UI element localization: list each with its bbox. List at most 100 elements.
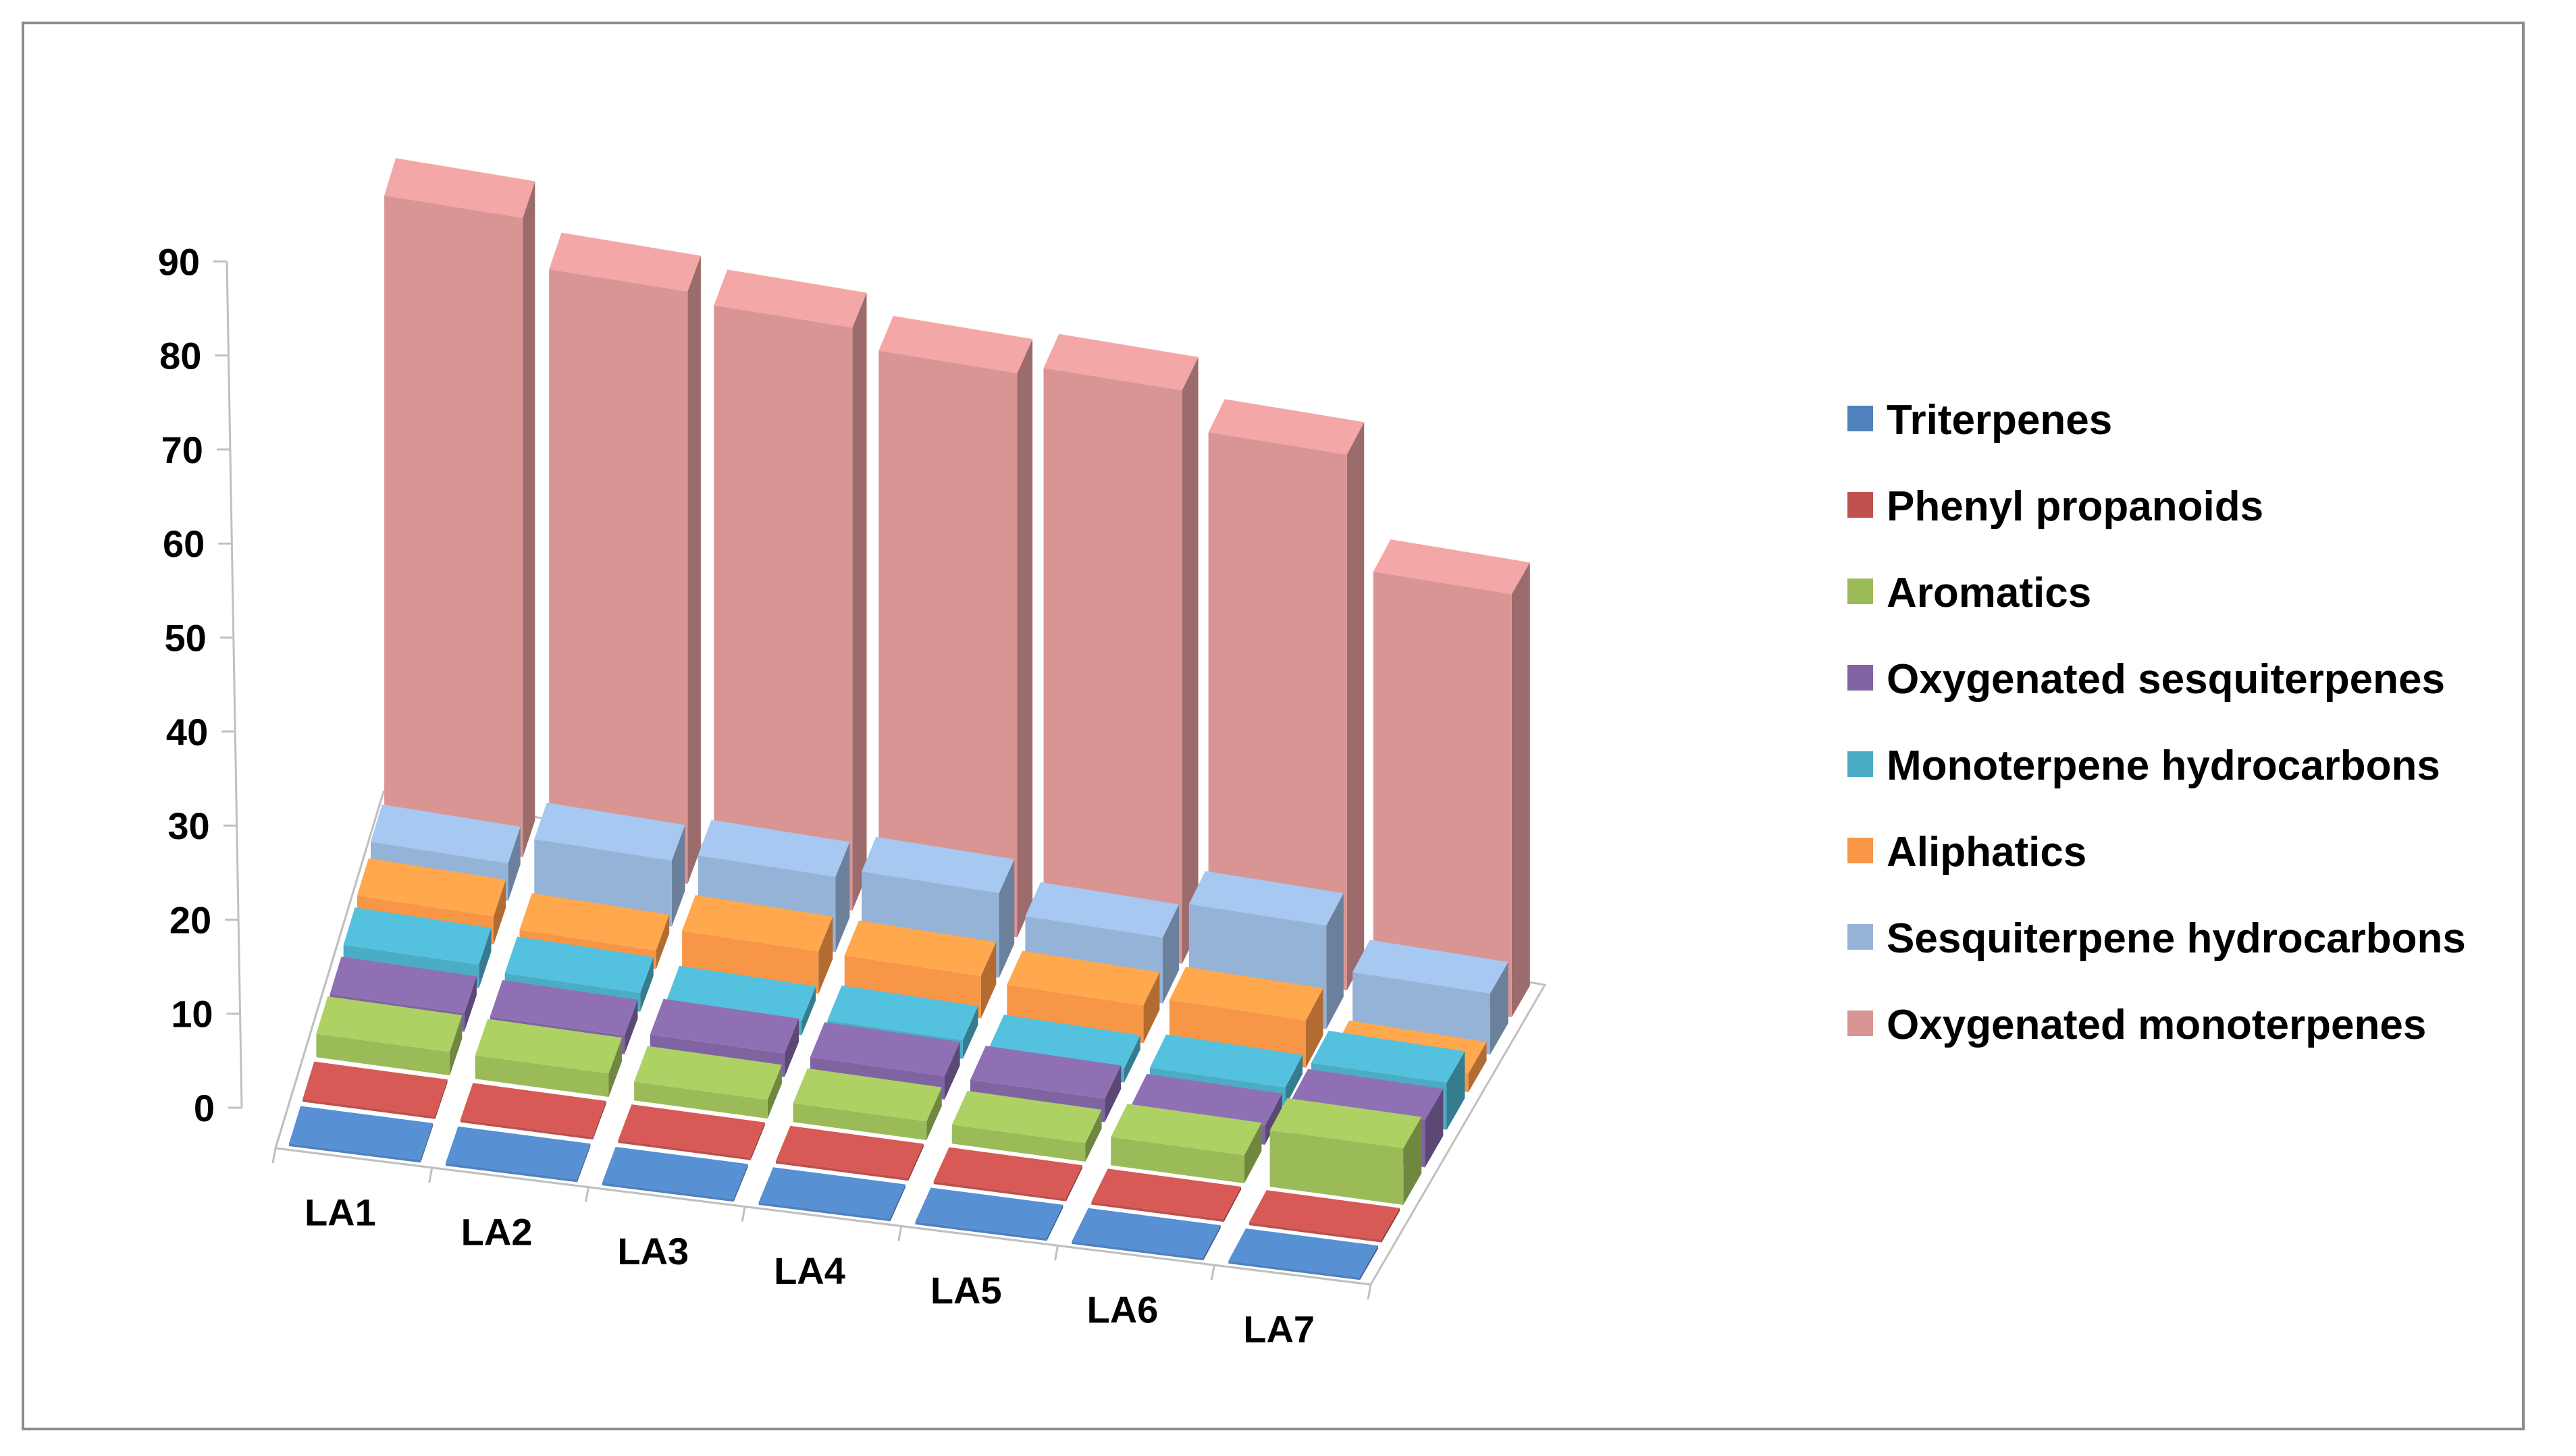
- y-tick-label: 20: [169, 898, 211, 941]
- bar-side-face: [1203, 1225, 1221, 1261]
- bar-side-face: [945, 1042, 960, 1100]
- bar: [1043, 333, 1199, 964]
- bar-front-face: [1248, 1222, 1382, 1243]
- bar-top-face: [460, 1083, 606, 1137]
- bar-side-face: [1163, 904, 1179, 1004]
- y-tick-label: 80: [159, 335, 201, 377]
- bar: [714, 269, 867, 911]
- bar-side-face: [1143, 972, 1160, 1044]
- bar-top-face: [475, 1019, 623, 1074]
- bar-top-face: [1130, 1073, 1282, 1126]
- bar-front-face: [1269, 1130, 1404, 1205]
- legend-item: Monoterpene hydrocarbons: [1847, 743, 2440, 789]
- y-tick-label: 40: [166, 711, 208, 753]
- bar-top-face: [682, 895, 833, 952]
- bar-top-face: [1169, 967, 1323, 1021]
- bar-top-face: [1150, 1034, 1303, 1087]
- y-tick-label: 90: [158, 240, 200, 283]
- bar-top-face: [1269, 1098, 1422, 1149]
- y-tick-label: 0: [194, 1087, 215, 1129]
- bar-top-face: [793, 1068, 942, 1122]
- bar-side-face: [890, 1184, 905, 1222]
- bar-side-face: [1490, 962, 1508, 1055]
- bar-top-face: [1311, 1031, 1465, 1083]
- bar-side-face: [1017, 339, 1033, 938]
- x-tick-label: LA5: [930, 1269, 1002, 1312]
- bar-side-face: [593, 1101, 606, 1140]
- legend-swatch: [1847, 578, 1873, 604]
- bar-top-face: [384, 158, 535, 218]
- bar-top-face: [915, 1187, 1063, 1239]
- x-tick-label: LA3: [617, 1230, 689, 1272]
- bar-front-face: [446, 1162, 577, 1183]
- legend-label: Sesquiterpene hydrocarbons: [1887, 915, 2466, 962]
- bar-front-face: [915, 1221, 1047, 1241]
- bar-top-face: [534, 803, 685, 861]
- bar-top-face: [371, 804, 521, 863]
- bar-top-face: [1248, 1190, 1400, 1240]
- bar-side-face: [1446, 1051, 1465, 1130]
- bar: [1072, 1208, 1221, 1261]
- bar-side-face: [608, 1037, 623, 1098]
- bar: [878, 316, 1033, 938]
- bar-front-face: [1072, 1241, 1204, 1261]
- bar-top-face: [330, 956, 477, 1013]
- chart-area: 0 10 20 30 40 50 60 70 80 90 LA1 LA2 LA3 LA4 LA5 LA6 LA7…: [22, 22, 2525, 1430]
- bar-front-face: [549, 269, 688, 884]
- bar-side-face: [1066, 1165, 1082, 1202]
- bar-front-face: [316, 1033, 450, 1076]
- chart-bars: [289, 158, 1530, 1280]
- bar-side-face: [750, 1122, 765, 1160]
- legend-swatch: [1847, 665, 1873, 691]
- bar-front-face: [793, 1103, 927, 1141]
- bar: [316, 996, 463, 1076]
- bar-side-face: [1468, 1042, 1487, 1093]
- bar-front-face: [384, 195, 523, 858]
- bar: [1111, 1104, 1262, 1183]
- bar-side-face: [1382, 1208, 1400, 1243]
- x-tick-label: LA6: [1087, 1289, 1159, 1331]
- bar-front-face: [776, 1160, 909, 1181]
- bar-top-face: [1111, 1104, 1262, 1156]
- y-tick-label: 50: [164, 617, 206, 659]
- bar-top-face: [634, 1046, 782, 1100]
- bar-front-face: [634, 1081, 768, 1119]
- bar-side-face: [640, 957, 654, 1012]
- bar: [446, 1126, 591, 1183]
- bar-top-face: [878, 316, 1033, 373]
- bar-top-face: [970, 1046, 1122, 1099]
- bar-top-face: [1228, 1228, 1378, 1278]
- chart-axes: 0 10 20 30 40 50 60 70 80 90 LA1 LA2 LA3 LA4 LA5 LA6 LA7: [158, 240, 1372, 1351]
- bar-top-face: [1373, 539, 1530, 595]
- bar-side-face: [464, 976, 477, 1032]
- legend-item: Oxygenated monoterpenes: [1847, 1002, 2426, 1048]
- legend-label: Monoterpene hydrocarbons: [1887, 743, 2440, 789]
- bar-top-face: [698, 819, 850, 878]
- bar-side-face: [784, 1018, 799, 1077]
- bar-top-face: [1091, 1168, 1241, 1219]
- bar-top-face: [1025, 882, 1179, 938]
- bar-side-face: [420, 1123, 433, 1163]
- y-tick-label: 10: [171, 993, 213, 1035]
- legend-swatch: [1847, 1010, 1873, 1036]
- bar-side-face: [1085, 1109, 1102, 1162]
- bar-side-face: [656, 914, 670, 969]
- legend-item: Oxygenated sesquiterpenes: [1847, 656, 2445, 703]
- bar-top-face: [666, 965, 816, 1021]
- legend-swatch: [1847, 406, 1873, 431]
- bar: [1007, 950, 1160, 1044]
- x-tick-mark: [897, 1226, 903, 1241]
- bar-front-face: [714, 305, 853, 911]
- bar: [915, 1187, 1063, 1241]
- bar: [1269, 1098, 1422, 1205]
- bar-side-face: [494, 880, 506, 945]
- bar-top-face: [1043, 333, 1199, 391]
- bar-side-face: [479, 927, 492, 988]
- bar-side-face: [999, 859, 1015, 978]
- bar-side-face: [801, 986, 816, 1035]
- bar-side-face: [852, 292, 867, 911]
- bar-side-face: [962, 1006, 978, 1059]
- bar-top-face: [776, 1125, 924, 1178]
- x-tick-mark: [1054, 1245, 1059, 1261]
- bar-top-face: [951, 1091, 1102, 1143]
